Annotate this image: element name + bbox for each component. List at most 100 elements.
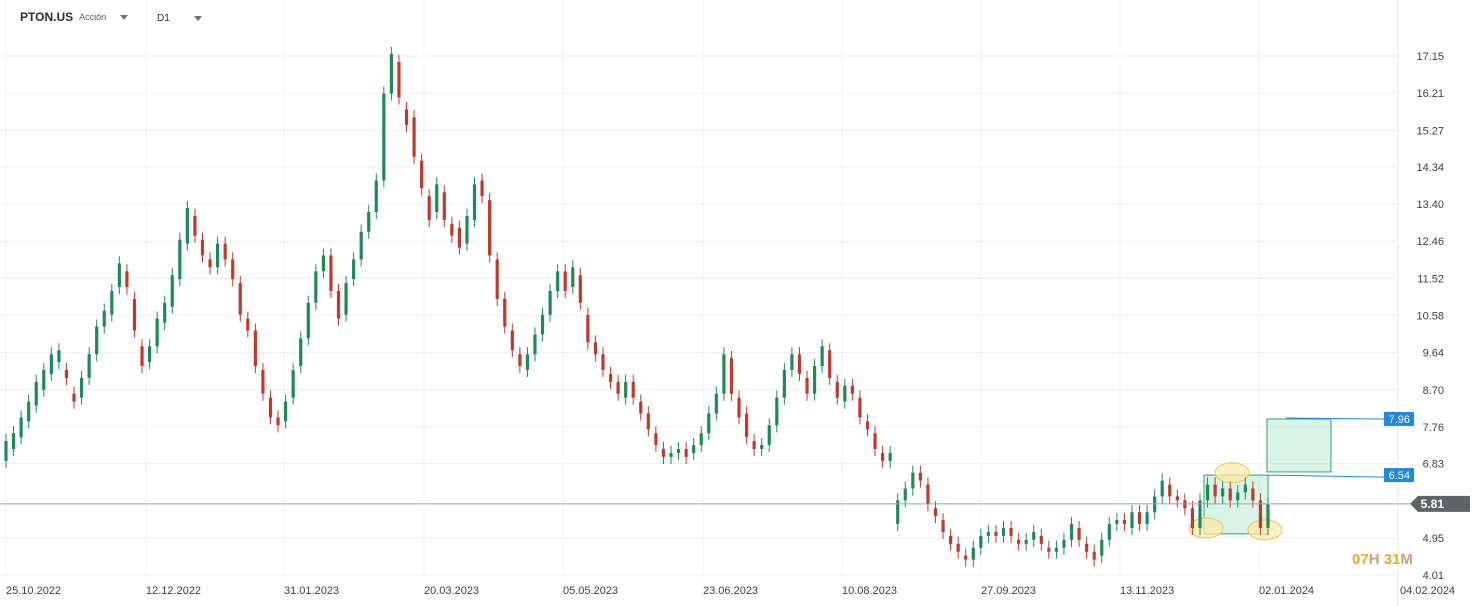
candle-body — [873, 433, 877, 450]
candle-body — [1258, 500, 1263, 528]
candle-body — [933, 508, 938, 517]
candle-body — [246, 318, 250, 331]
candle-body — [608, 373, 613, 382]
candle-body — [616, 381, 620, 394]
candle-body — [261, 370, 265, 394]
countdown-hours: 07 — [1352, 551, 1369, 568]
symbol-name: PTON.US — [20, 10, 74, 24]
countdown-minutes: 31 — [1383, 551, 1401, 568]
candle-body — [714, 393, 718, 414]
candle-body — [374, 180, 378, 213]
candle-body — [858, 397, 862, 418]
candle-body — [518, 354, 522, 367]
candle-body — [480, 180, 484, 197]
candle-body — [1130, 512, 1134, 528]
y-tick-label: 10.58 — [1416, 311, 1444, 323]
candle-body — [578, 275, 582, 303]
x-tick-label: 13.11.2023 — [1120, 585, 1174, 597]
candle-body — [178, 239, 182, 280]
x-tick-label: 12.12.2022 — [146, 585, 201, 597]
candle-body — [1062, 539, 1066, 548]
highlight-ellipse — [1188, 517, 1224, 539]
candle-body — [420, 160, 424, 189]
candle-body — [329, 255, 333, 292]
candle-body — [1032, 531, 1036, 540]
x-tick-label: 27.09.2023 — [981, 585, 1036, 597]
candle-body — [850, 385, 854, 394]
candle-body — [744, 413, 749, 438]
candle-body — [661, 449, 666, 457]
candle-body — [964, 555, 968, 560]
candle-body — [57, 350, 61, 363]
candle-body — [1205, 484, 1210, 501]
candle-body — [389, 54, 394, 94]
y-tick-label: 8.70 — [1423, 385, 1444, 397]
candle-body — [956, 543, 960, 552]
candle-body — [344, 283, 348, 315]
candle-body — [404, 109, 409, 126]
candle-body — [692, 445, 696, 453]
level-line — [1285, 417, 1385, 420]
candle-body — [495, 259, 499, 299]
candle-body — [359, 231, 363, 260]
candle-body — [1175, 496, 1179, 501]
candle-body — [571, 267, 575, 288]
candle-body — [941, 520, 945, 532]
candle-body — [185, 208, 189, 244]
candle-body — [427, 196, 431, 220]
y-tick-label: 16.21 — [1416, 88, 1444, 100]
timeframe-label: D1 — [157, 13, 170, 24]
candle-body — [812, 366, 817, 394]
candle-body — [42, 370, 46, 390]
candle-body — [117, 263, 121, 288]
x-tick-label: 10.08.2023 — [842, 585, 897, 597]
candle-body — [382, 93, 386, 181]
candle-body — [1039, 535, 1043, 544]
candle-body — [843, 385, 847, 402]
x-tick-label: 25.10.2022 — [6, 585, 61, 597]
y-tick-label: 4.95 — [1423, 533, 1444, 545]
chevron-down-icon — [193, 16, 202, 21]
candle-body — [503, 298, 507, 327]
candle-body — [1190, 508, 1195, 528]
candle-body — [1251, 488, 1255, 501]
candle-body — [193, 215, 197, 236]
candle-body — [828, 350, 832, 378]
candle-body — [87, 354, 91, 378]
candle-body — [223, 243, 227, 260]
candle-body — [918, 472, 922, 481]
candle-body — [95, 326, 99, 355]
candle-body — [306, 302, 310, 339]
candle-countdown: 07H 31M — [1352, 551, 1413, 568]
countdown-hours-unit: H — [1368, 551, 1380, 568]
candle-body — [435, 184, 439, 213]
candle-body — [752, 441, 756, 450]
candle-body — [737, 397, 741, 418]
timeframe-selector[interactable]: D1 — [157, 13, 202, 24]
target-box — [1266, 418, 1332, 473]
highlight-ellipse — [1247, 519, 1283, 541]
candle-body — [639, 401, 643, 414]
symbol-selector[interactable]: PTON.US Acción — [20, 10, 129, 24]
candle-body — [654, 433, 658, 446]
candle-body — [1047, 547, 1051, 552]
candle-body — [314, 271, 318, 303]
candle-body — [1243, 484, 1247, 493]
candle-body — [593, 342, 598, 355]
candle-body — [132, 298, 137, 331]
candle-body — [238, 283, 242, 315]
candle-body — [1001, 527, 1006, 536]
candle-body — [110, 291, 114, 315]
candle-body — [1228, 488, 1232, 501]
candle-body — [125, 271, 129, 288]
candle-body — [540, 314, 545, 335]
candle-body — [722, 354, 726, 394]
candle-body — [646, 413, 650, 430]
candle-body — [676, 449, 681, 453]
candle-body — [321, 255, 325, 272]
candle-body — [1236, 492, 1240, 501]
candle-body — [624, 381, 628, 398]
candle-body — [488, 200, 492, 256]
candle-body — [412, 117, 416, 157]
